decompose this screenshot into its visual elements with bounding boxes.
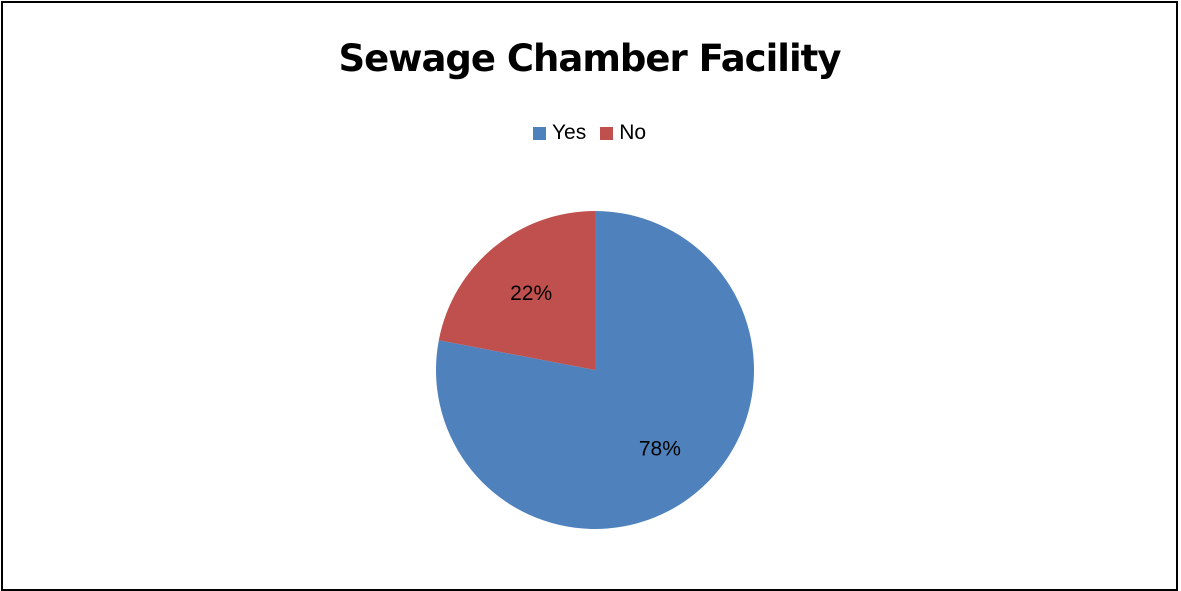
legend: Yes No — [3, 121, 1176, 145]
legend-swatch-yes — [532, 126, 546, 140]
legend-swatch-no — [600, 126, 614, 140]
pie-slice-no — [438, 211, 595, 370]
chart-title: Sewage Chamber Facility — [338, 37, 842, 80]
legend-item-yes: Yes — [532, 121, 587, 145]
legend-item-no: No — [600, 121, 646, 145]
data-label-no: 22% — [510, 282, 552, 305]
legend-label-no: No — [619, 121, 647, 144]
data-label-yes: 78% — [639, 437, 681, 460]
legend-label-yes: Yes — [551, 121, 587, 144]
